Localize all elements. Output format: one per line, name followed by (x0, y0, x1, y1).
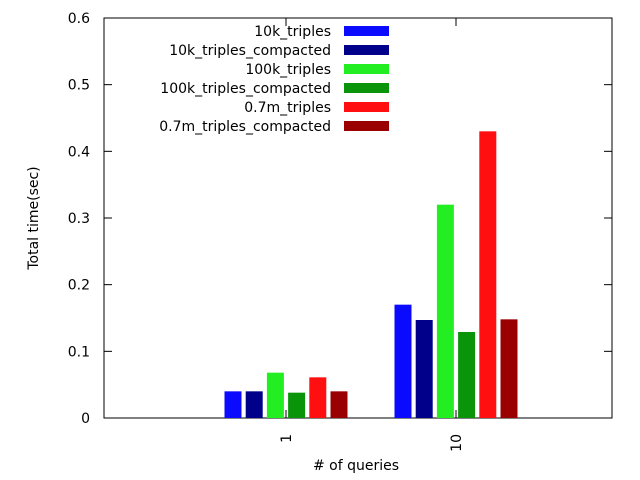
y-axis-label: Total time(sec) (26, 166, 42, 270)
bar (479, 131, 497, 419)
legend-label: 0.7m_triples_compacted (159, 119, 331, 135)
y-axis-ticks: 0 0.1 0.2 0.3 0.4 0.5 0.6 (68, 11, 612, 427)
legend-swatch (344, 121, 389, 131)
bar (415, 320, 433, 418)
legend-label: 10k_triples (254, 24, 331, 40)
x-axis-label: # of queries (313, 458, 399, 474)
y-tick-label: 0 (81, 411, 90, 427)
y-tick-label: 0.3 (68, 211, 90, 227)
legend-label: 100k_triples (245, 62, 331, 78)
legend-swatch (344, 102, 389, 112)
y-tick-label: 0.1 (68, 344, 90, 360)
y-tick-label: 0.6 (68, 11, 90, 27)
bar (500, 319, 518, 418)
legend-swatch (344, 83, 389, 93)
bar (266, 372, 284, 418)
legend: 10k_triples 10k_triples_compacted 100k_tri… (159, 24, 389, 135)
x-category-label: 1 (279, 434, 295, 443)
bar (309, 377, 327, 418)
legend-label: 100k_triples_compacted (160, 81, 331, 97)
legend-label: 10k_triples_compacted (169, 43, 331, 59)
bar (288, 392, 306, 418)
bar (394, 304, 412, 418)
x-axis-categories: 1 10 (279, 18, 465, 452)
plot-frame (103, 17, 613, 419)
y-tick-label: 0.4 (68, 144, 90, 160)
legend-swatch (344, 26, 389, 36)
legend-swatch (344, 64, 389, 74)
bar (224, 391, 242, 418)
legend-label: 0.7m_triples (244, 100, 331, 116)
y-tick-label: 0.2 (68, 278, 90, 294)
x-category-label: 10 (449, 434, 465, 452)
bar (458, 332, 476, 418)
bar (436, 204, 454, 418)
bars (224, 131, 518, 419)
legend-swatch (344, 45, 389, 55)
bar (245, 391, 263, 418)
y-tick-label: 0.5 (68, 78, 90, 94)
bar (330, 391, 348, 418)
